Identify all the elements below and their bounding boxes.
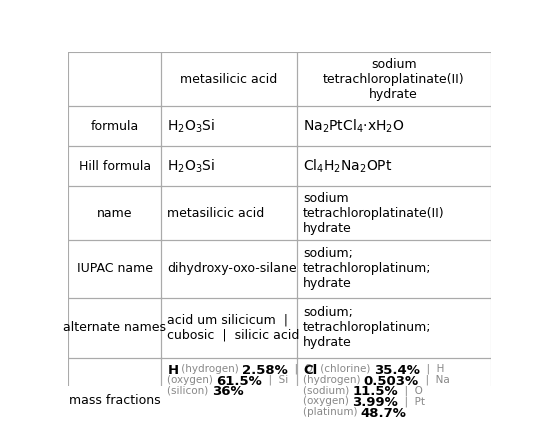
Text: sodium;
tetrachloroplatinum;
hydrate: sodium; tetrachloroplatinum; hydrate bbox=[303, 306, 432, 349]
Text: sodium
tetrachloroplatinate(II)
hydrate: sodium tetrachloroplatinate(II) hydrate bbox=[323, 58, 464, 101]
Text: metasilicic acid: metasilicic acid bbox=[180, 72, 277, 85]
Text: sodium;
tetrachloroplatinum;
hydrate: sodium; tetrachloroplatinum; hydrate bbox=[303, 247, 432, 290]
Text: (silicon): (silicon) bbox=[167, 385, 212, 395]
Text: 61.5%: 61.5% bbox=[216, 375, 262, 388]
Text: |  Na: | Na bbox=[419, 375, 450, 385]
Text: Cl: Cl bbox=[303, 364, 317, 377]
Text: |  H: | H bbox=[420, 364, 444, 375]
Text: (hydrogen): (hydrogen) bbox=[303, 375, 364, 385]
Text: acid um silicicum  |
cubosic  |  silicic acid: acid um silicicum | cubosic | silicic ac… bbox=[167, 314, 300, 342]
Text: |  Si: | Si bbox=[262, 375, 288, 385]
Text: $\mathrm{H}_{2}\mathrm{O}_{3}\mathrm{Si}$: $\mathrm{H}_{2}\mathrm{O}_{3}\mathrm{Si}… bbox=[167, 158, 215, 175]
Text: formula: formula bbox=[90, 119, 139, 132]
Text: 0.503%: 0.503% bbox=[364, 375, 419, 388]
Text: metasilicic acid: metasilicic acid bbox=[167, 207, 264, 220]
Text: |  Pt: | Pt bbox=[398, 396, 425, 407]
Text: 2.58%: 2.58% bbox=[243, 364, 288, 377]
Text: 48.7%: 48.7% bbox=[361, 407, 407, 420]
Text: sodium
tetrachloroplatinate(II)
hydrate: sodium tetrachloroplatinate(II) hydrate bbox=[303, 191, 445, 234]
Text: alternate names: alternate names bbox=[63, 321, 166, 334]
Text: 3.99%: 3.99% bbox=[352, 396, 398, 409]
Text: (hydrogen): (hydrogen) bbox=[178, 364, 243, 374]
Text: IUPAC name: IUPAC name bbox=[77, 262, 153, 275]
Text: H: H bbox=[167, 364, 178, 377]
Text: Hill formula: Hill formula bbox=[78, 160, 150, 173]
Text: (oxygen): (oxygen) bbox=[167, 375, 216, 385]
Text: 35.4%: 35.4% bbox=[374, 364, 420, 377]
Text: |  O: | O bbox=[288, 364, 313, 375]
Text: $\mathrm{Na}_{2}\mathrm{PtCl}_{4}\mathrm{\cdot xH}_{2}\mathrm{O}$: $\mathrm{Na}_{2}\mathrm{PtCl}_{4}\mathrm… bbox=[303, 117, 404, 135]
Text: 11.5%: 11.5% bbox=[353, 385, 398, 398]
Text: (platinum): (platinum) bbox=[303, 407, 361, 417]
Text: mass fractions: mass fractions bbox=[69, 394, 160, 407]
Text: 36%: 36% bbox=[212, 385, 244, 398]
Text: name: name bbox=[97, 207, 132, 220]
Text: (sodium): (sodium) bbox=[303, 385, 353, 395]
Text: (oxygen): (oxygen) bbox=[303, 396, 352, 406]
Text: $\mathrm{H}_{2}\mathrm{O}_{3}\mathrm{Si}$: $\mathrm{H}_{2}\mathrm{O}_{3}\mathrm{Si}… bbox=[167, 117, 215, 135]
Text: (chlorine): (chlorine) bbox=[317, 364, 374, 374]
Text: |  O: | O bbox=[398, 385, 423, 396]
Text: $\mathrm{Cl}_{4}\mathrm{H}_{2}\mathrm{Na}_{2}\mathrm{OPt}$: $\mathrm{Cl}_{4}\mathrm{H}_{2}\mathrm{Na… bbox=[303, 158, 392, 175]
Text: dihydroxy-oxo-silane: dihydroxy-oxo-silane bbox=[167, 262, 297, 275]
